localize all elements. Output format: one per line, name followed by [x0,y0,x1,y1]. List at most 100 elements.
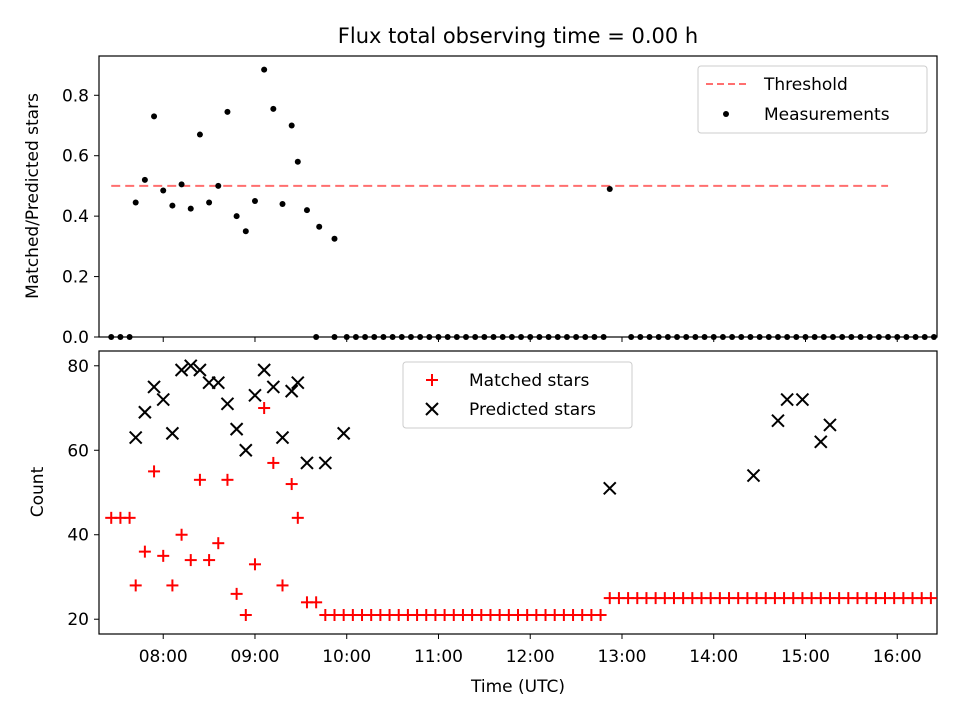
matched-star-marker [193,473,206,486]
measurement-point [820,334,827,340]
top-ytick-label: 0.8 [62,86,89,106]
top-ytick-label: 0.4 [62,207,89,227]
bottom-xtick-label: 15:00 [781,647,830,667]
measurement-point [362,334,369,340]
predicted-star-marker [780,392,794,407]
measurement-point [606,185,613,192]
bottom-ylabel: Count [28,466,48,517]
measurement-point [261,66,268,73]
measurement-point [857,334,864,340]
measurement-point [756,334,763,340]
measurement-point [169,202,176,209]
measurement-point [738,334,745,340]
predicted-star-marker [239,443,253,457]
predicted-star-marker [603,481,617,495]
predicted-star-marker [128,430,143,445]
matched-star-marker [221,473,234,486]
measurement-point [453,334,460,340]
bottom-legend: Matched stars Predicted stars [402,361,633,429]
measurement-point [380,334,387,340]
predicted-star-marker [156,392,170,407]
measurement-point [811,334,818,340]
bottom-xtick-label: 13:00 [597,647,646,667]
measurement-point [600,334,607,340]
measurement-point [187,205,194,212]
predicted-star-marker [266,380,281,394]
legend-matched-label: Matched stars [469,371,589,391]
measurement-point [563,334,570,340]
measurement-point [591,334,598,340]
measurement-point [481,334,488,340]
predicted-star-marker [814,435,828,449]
bottom-xtick-label: 12:00 [506,647,555,667]
predicted-star-marker [248,388,262,403]
measurement-point [126,334,133,340]
bottom-plot-area [98,350,938,635]
measurement-point [646,334,653,340]
measurement-point [747,334,754,340]
measurement-point [674,334,681,340]
predicted-star-marker [746,468,761,483]
measurement-point [784,334,791,340]
measurement-point [117,334,124,340]
measurement-point [178,181,185,188]
matched-star-marker [230,587,243,600]
matched-star-marker [184,554,197,567]
measurement-point [270,105,277,112]
predicted-star-marker [211,375,225,390]
predicted-star-marker [771,413,785,428]
measurement-point [206,199,213,206]
bottom-xtick-label: 08:00 [139,647,188,667]
predicted-star-marker [336,426,351,441]
matched-star-marker [166,579,179,592]
predicted-star-marker [823,418,837,432]
measurement-point [288,122,295,129]
predicted-star-marker [193,363,207,377]
measurement-point [554,334,561,340]
measurement-point [316,223,323,230]
measurement-point [536,334,543,340]
measurement-point [765,334,772,340]
measurement-point [508,334,515,340]
top-ytick-label: 0.6 [62,147,89,167]
matched-star-marker [924,592,937,605]
legend-threshold-label: Threshold [763,75,848,95]
measurement-point [444,334,451,340]
bottom-xtick-label: 09:00 [230,647,279,667]
measurement-point [294,158,301,165]
measurement-point [233,213,240,220]
measurement-point [215,182,222,189]
predicted-star-marker [184,359,198,373]
measurement-point [371,334,378,340]
matched-star-marker [123,511,136,524]
measurement-point [426,334,433,340]
measurement-point [303,207,310,214]
top-ytick-label: 0.0 [62,328,89,348]
measurement-point [848,334,855,340]
matched-star-marker [267,456,280,469]
measurement-point [417,334,424,340]
bottom-xlabel: Time (UTC) [470,677,565,697]
measurement-point [196,131,203,138]
top-chart-title: Flux total observing time = 0.00 h [338,24,698,48]
bottom-ytick-label: 60 [67,441,89,461]
measurement-point [499,334,506,340]
measurement-point [655,334,662,340]
matched-star-marker [276,579,289,592]
matched-star-marker [258,402,271,415]
matched-star-marker [148,465,161,478]
measurement-point [279,201,286,208]
legend-matched-swatch [426,374,438,386]
matched-star-marker [175,528,188,541]
matched-star-marker [157,549,170,562]
legend-measurements-swatch [723,111,729,117]
matched-star-marker [594,608,607,621]
measurement-point [331,334,338,340]
measurement-point [242,228,249,235]
bottom-ytick-label: 20 [67,610,89,630]
measurement-point [151,113,158,120]
measurement-point [582,334,589,340]
measurement-point [490,334,497,340]
predicted-star-marker [174,363,189,377]
predicted-star-marker [138,405,152,419]
